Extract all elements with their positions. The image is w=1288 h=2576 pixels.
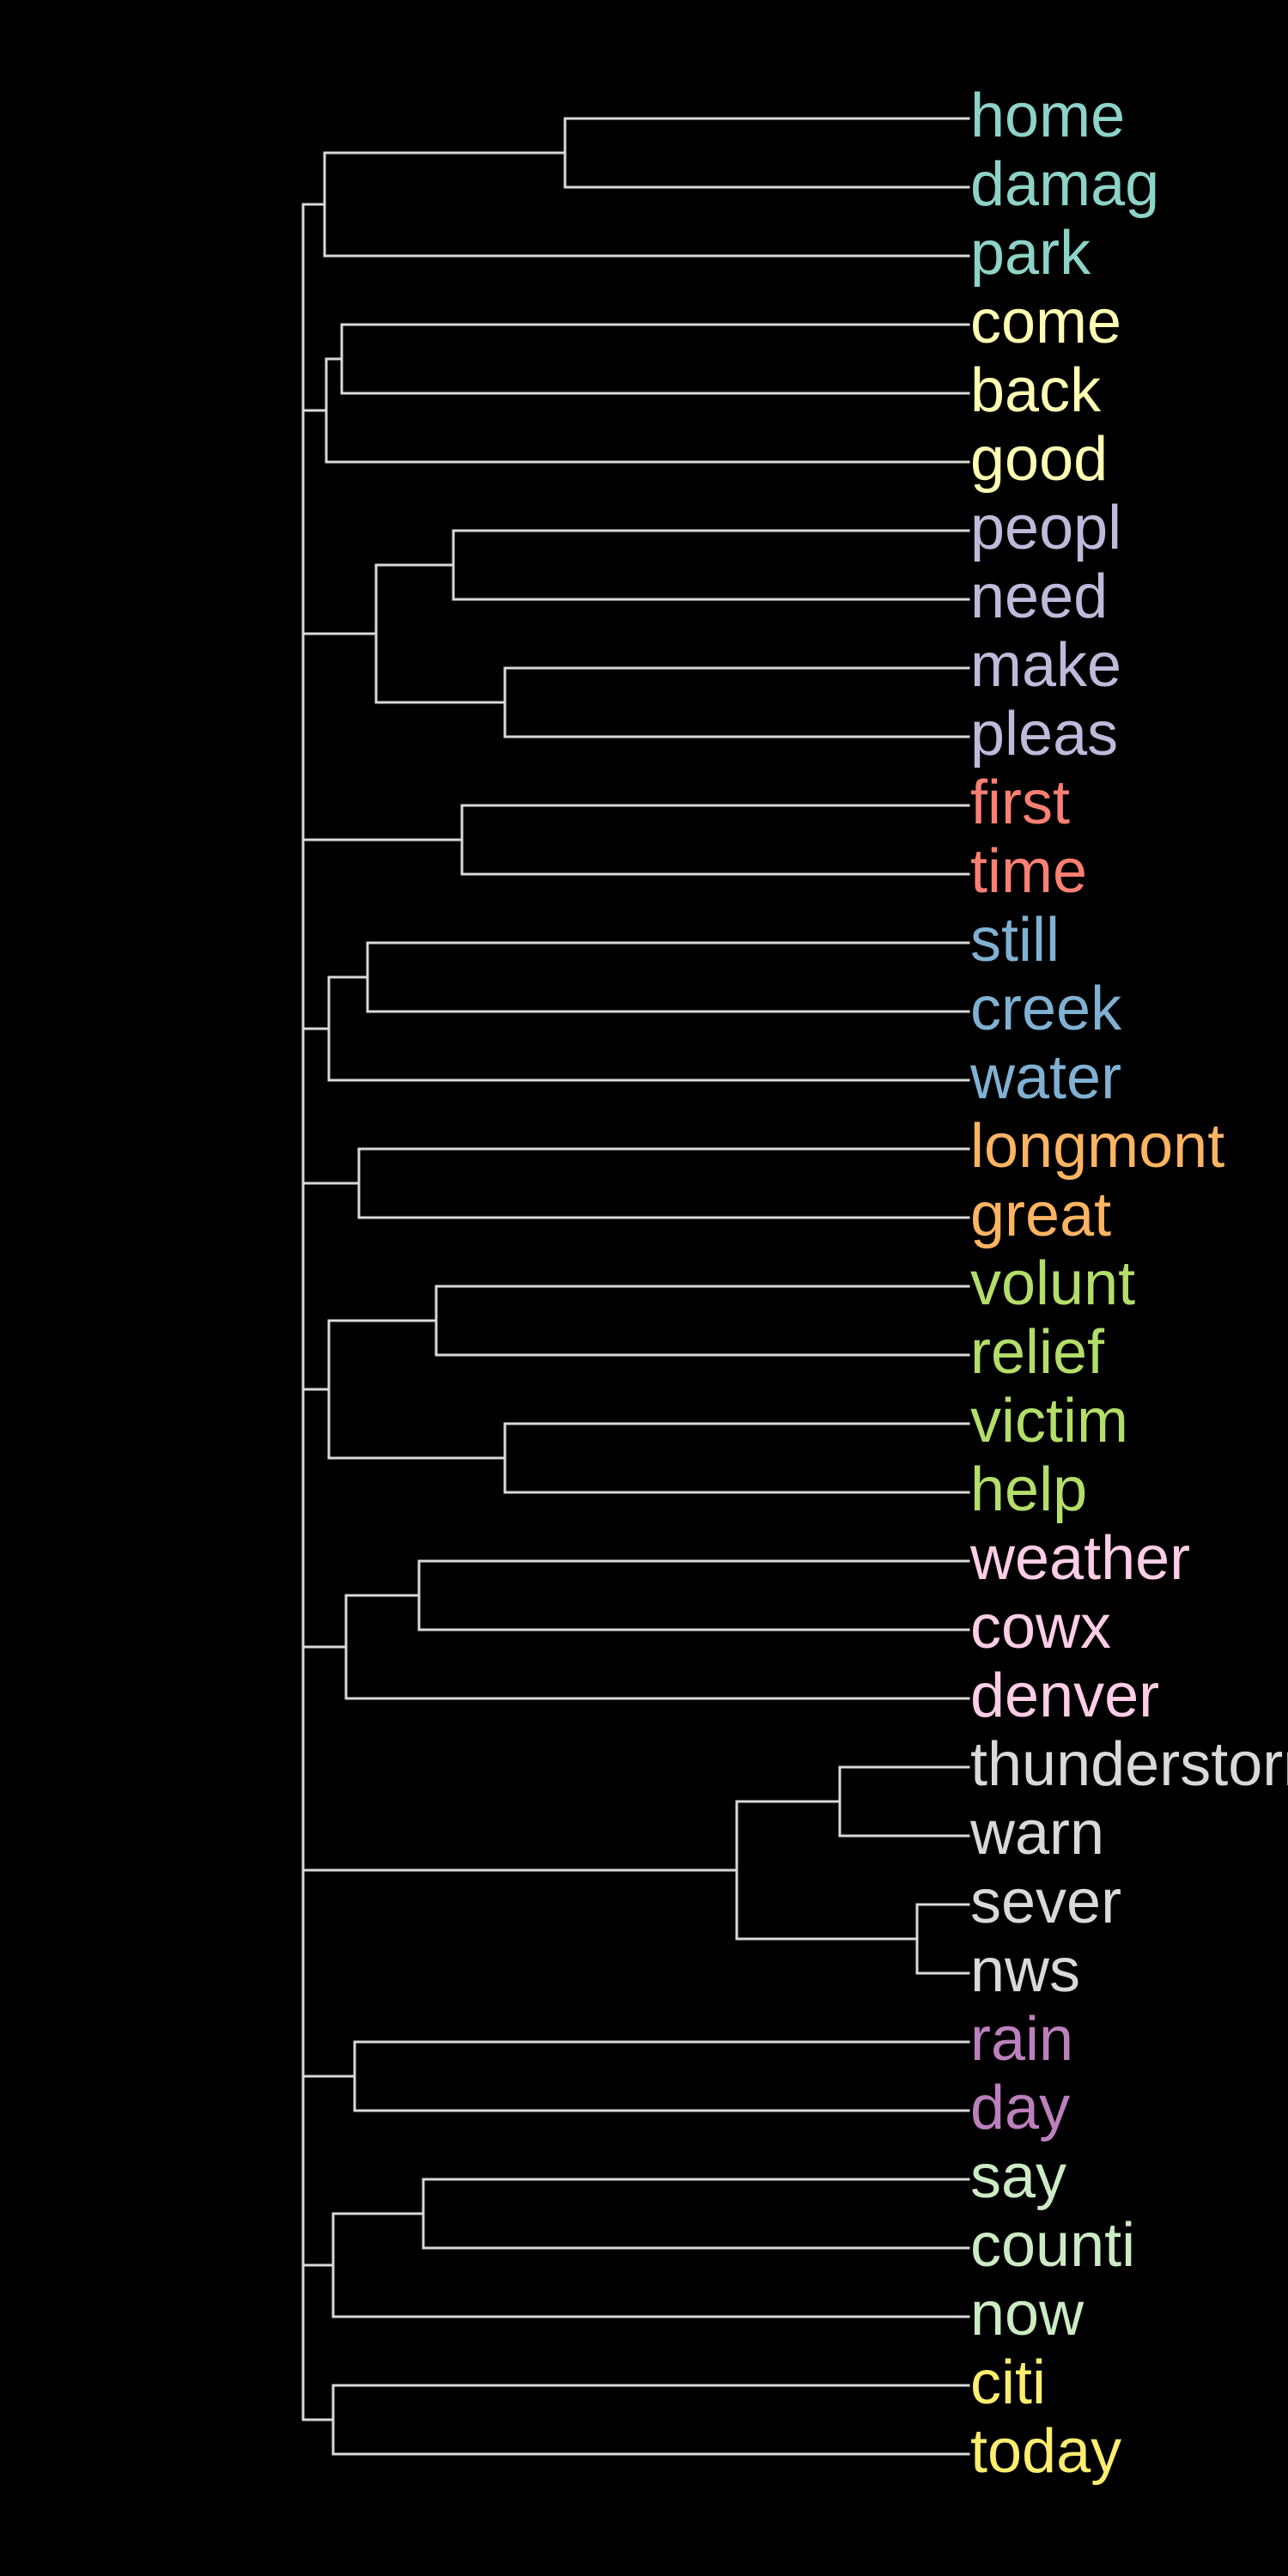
leaf-label-come: come (970, 288, 1121, 356)
leaf-label-help: help (970, 1455, 1087, 1524)
leaf-label-sever: sever (970, 1868, 1121, 1936)
leaf-label-thunderstorm: thunderstorm (970, 1730, 1288, 1799)
leaf-label-citi: citi (970, 2348, 1046, 2417)
leaf-label-back: back (970, 356, 1102, 425)
leaf-label-nws: nws (970, 1936, 1080, 2005)
leaf-label-relief: relief (970, 1318, 1105, 1387)
leaf-label-now: now (970, 2280, 1084, 2348)
leaf-label-creek: creek (970, 975, 1122, 1043)
leaf-label-cowx: cowx (970, 1593, 1111, 1662)
leaf-label-weather: weather (969, 1524, 1190, 1593)
leaf-label-denver: denver (970, 1662, 1159, 1730)
leaf-label-first: first (970, 769, 1070, 837)
leaf-label-peopl: peopl (970, 494, 1121, 562)
leaf-label-counti: counti (970, 2211, 1135, 2280)
leaf-label-pleas: pleas (970, 700, 1118, 769)
leaf-label-still: still (970, 906, 1060, 975)
leaf-label-warn: warn (969, 1799, 1104, 1868)
leaf-label-home: home (970, 82, 1125, 150)
leaf-label-say: say (970, 2142, 1066, 2211)
leaf-label-rain: rain (970, 2005, 1073, 2074)
leaf-label-damag: damag (970, 150, 1159, 219)
leaf-label-park: park (970, 219, 1091, 288)
leaf-label-water: water (969, 1043, 1121, 1112)
dendrogram-leaf-labels: homedamagparkcomebackgoodpeoplneedmakepl… (969, 82, 1288, 2486)
dendrogram-branches (301, 117, 970, 2456)
leaf-label-victim: victim (970, 1387, 1128, 1455)
leaf-label-make: make (970, 631, 1121, 700)
leaf-label-great: great (970, 1181, 1111, 1249)
leaf-label-today: today (970, 2417, 1121, 2486)
leaf-label-time: time (970, 837, 1087, 906)
leaf-label-longmont: longmont (970, 1112, 1224, 1181)
leaf-label-day: day (970, 2074, 1070, 2142)
leaf-label-need: need (970, 562, 1108, 631)
leaf-label-good: good (970, 425, 1108, 494)
leaf-label-volunt: volunt (970, 1249, 1135, 1318)
